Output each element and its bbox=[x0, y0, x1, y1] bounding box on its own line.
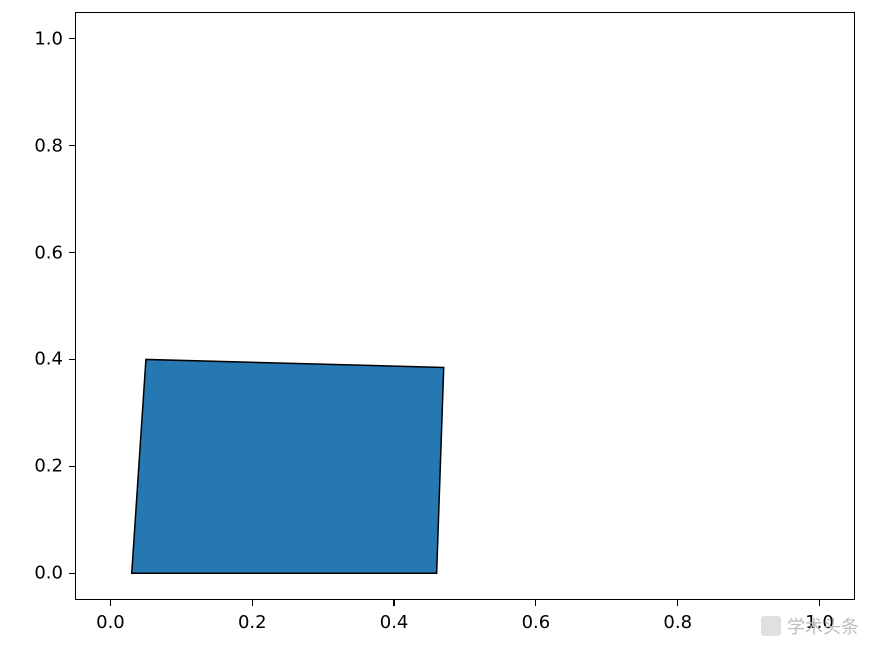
xtick-label: 0.2 bbox=[238, 612, 267, 633]
xtick-mark bbox=[819, 600, 820, 606]
ytick-mark bbox=[69, 573, 75, 574]
watermark: 学术头条 bbox=[761, 613, 859, 639]
ytick-mark bbox=[69, 38, 75, 39]
xtick-mark bbox=[252, 600, 253, 606]
ytick-label: 0.0 bbox=[34, 563, 63, 584]
xtick-mark bbox=[535, 600, 536, 606]
watermark-text: 学术头条 bbox=[787, 613, 859, 639]
ytick-mark bbox=[69, 145, 75, 146]
plot-area bbox=[75, 12, 855, 600]
xtick-mark bbox=[677, 600, 678, 606]
ytick-label: 0.6 bbox=[34, 242, 63, 263]
xtick-mark bbox=[110, 600, 111, 606]
polygon-svg bbox=[75, 12, 855, 600]
wechat-icon bbox=[761, 616, 781, 636]
ytick-mark bbox=[69, 466, 75, 467]
ytick-label: 0.8 bbox=[34, 135, 63, 156]
xtick-label: 0.4 bbox=[380, 612, 409, 633]
xtick-label: 0.8 bbox=[663, 612, 692, 633]
xtick-label: 0.6 bbox=[522, 612, 551, 633]
ytick-mark bbox=[69, 252, 75, 253]
figure: 0.00.20.40.60.81.0 0.00.20.40.60.81.0 学术… bbox=[0, 0, 873, 669]
xtick-mark bbox=[393, 600, 394, 606]
xtick-label: 0.0 bbox=[96, 612, 125, 633]
ytick-mark bbox=[69, 359, 75, 360]
ytick-label: 1.0 bbox=[34, 28, 63, 49]
ytick-label: 0.4 bbox=[34, 349, 63, 370]
ytick-label: 0.2 bbox=[34, 456, 63, 477]
filled-polygon bbox=[132, 359, 444, 573]
